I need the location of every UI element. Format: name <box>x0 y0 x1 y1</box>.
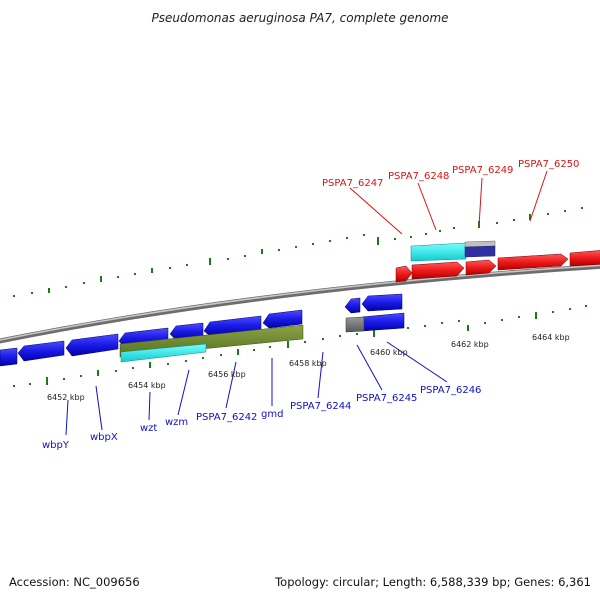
gene-arrow-6250[interactable] <box>497 253 569 271</box>
gene-arrow-6247[interactable] <box>395 265 413 283</box>
reverse-leader-lines <box>65 341 448 436</box>
kbp-label-6464: 6464 kbp <box>532 333 570 342</box>
gene-label-6247[interactable]: PSPA7_6247 <box>322 178 383 189</box>
gene-arrow-6249[interactable] <box>465 259 497 276</box>
topology-text: Topology: circular; Length: 6,588,339 bp… <box>274 575 591 589</box>
gene-label-6249[interactable]: PSPA7_6249 <box>452 165 513 176</box>
gene-label-6244[interactable]: PSPA7_6244 <box>290 401 351 412</box>
gene-label-wbpY[interactable]: wbpY <box>42 440 70 451</box>
feature-cyan-top <box>410 242 467 262</box>
gene-label-gmd[interactable]: gmd <box>261 409 283 420</box>
kbp-label-6458: 6458 kbp <box>289 359 327 368</box>
gene-label-6242[interactable]: PSPA7_6242 <box>196 412 257 423</box>
gene-arrow-6248[interactable] <box>411 261 465 280</box>
gene-arrow-6246b[interactable] <box>361 312 405 332</box>
kbp-label-6460: 6460 kbp <box>370 348 408 357</box>
forward-leader-lines <box>349 170 548 235</box>
gene-label-6248[interactable]: PSPA7_6248 <box>388 171 449 182</box>
gene-arrow-wbpY[interactable] <box>0 347 18 367</box>
accession-text: Accession: NC_009656 <box>9 575 140 589</box>
kbp-label-6452: 6452 kbp <box>47 393 85 402</box>
genome-title: Pseudomonas aeruginosa PA7, complete gen… <box>151 11 448 25</box>
gene-arrow-wbpX[interactable] <box>17 340 65 362</box>
gene-label-6245[interactable]: PSPA7_6245 <box>356 393 417 404</box>
gene-label-6250[interactable]: PSPA7_6250 <box>518 159 579 170</box>
kbp-label-6456: 6456 kbp <box>208 370 246 379</box>
feature-navy-top <box>464 245 496 258</box>
gene-label-wbpX[interactable]: wbpX <box>90 432 118 443</box>
feature-overlays <box>119 240 496 363</box>
gene-arrow-next[interactable] <box>569 250 600 267</box>
gene-label-wzt[interactable]: wzt <box>140 423 157 434</box>
genome-backbone <box>0 263 600 344</box>
gene-arrow-6245[interactable] <box>344 297 361 314</box>
feature-grey <box>345 316 365 333</box>
gene-arrow-6246[interactable] <box>361 293 403 312</box>
gene-label-wzm[interactable]: wzm <box>165 417 188 428</box>
gene-arrow-wzt[interactable] <box>65 333 119 357</box>
feature-cyan <box>120 343 207 363</box>
reverse-genes <box>0 293 405 367</box>
forward-genes <box>395 250 600 283</box>
gene-arrow-6244[interactable] <box>262 309 303 329</box>
kbp-label-6462: 6462 kbp <box>451 340 489 349</box>
upper-tick-row <box>13 207 583 297</box>
kbp-label-6454: 6454 kbp <box>128 381 166 390</box>
gene-label-6246[interactable]: PSPA7_6246 <box>420 385 481 396</box>
lower-tick-row <box>13 305 587 387</box>
